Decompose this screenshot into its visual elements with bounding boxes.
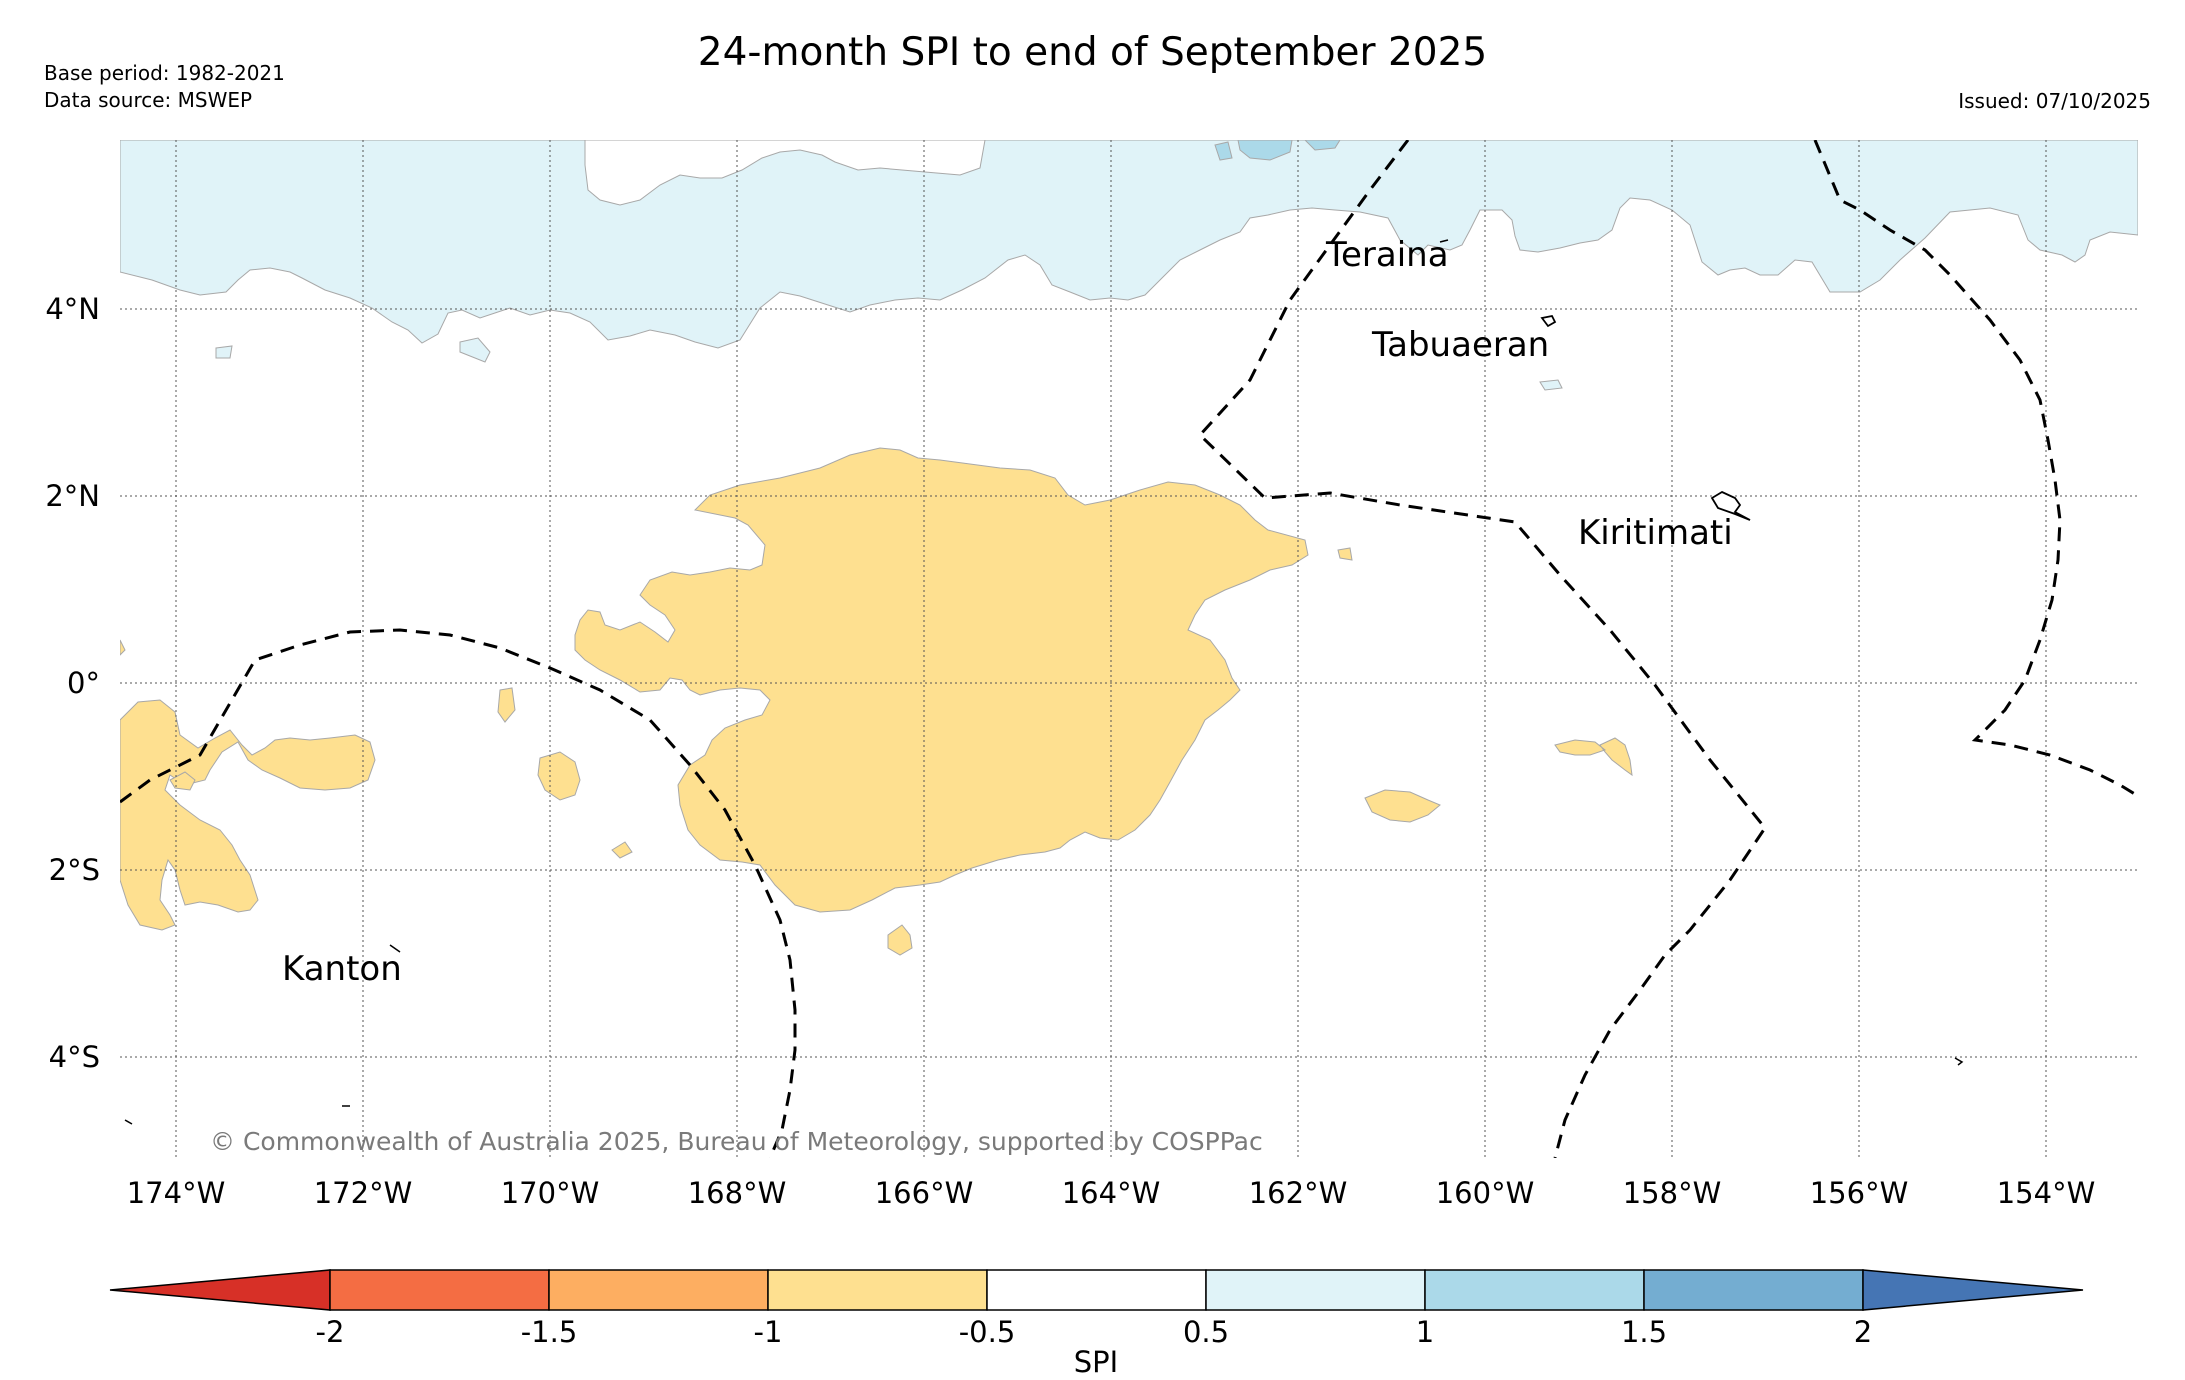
neutral-pocket [584,140,986,206]
wet-islet-2 [215,345,233,359]
lon-tick-label: 170°W [501,1176,600,1210]
colorbar-tick-label: 1 [1416,1315,1434,1349]
colorbar-title: SPI [1074,1345,1118,1379]
colorbar-segment [986,1269,1207,1311]
place-label-teraina: Teraina [1325,235,1449,275]
map-metadata: Base period: 1982-2021 Data source: MSWE… [44,60,285,114]
colorbar-tick-label: -2 [316,1315,345,1349]
dry-patch-10 [120,639,126,656]
wet-patch-2 [1214,141,1233,161]
dry-patch-9 [1554,737,1633,777]
lon-tick-label: 156°W [1810,1176,1909,1210]
lon-tick-label: 162°W [1249,1176,1348,1210]
wet-islet-3 [1539,379,1563,391]
dry-patch-6 [887,924,913,956]
atoll-1 [1954,1057,1964,1066]
colorbar-tick-label: -1.5 [521,1315,578,1349]
dry-patch-5 [611,841,633,859]
lon-tick-label: 164°W [1062,1176,1161,1210]
colorbar-tick-label: -1 [754,1315,783,1349]
colorbar-tick-label: 2 [1854,1315,1872,1349]
wet-patch-3 [1304,140,1341,151]
colorbar-tick-label: -0.5 [959,1315,1016,1349]
colorbar-tick-label: 0.5 [1183,1315,1229,1349]
dry-region-central [574,447,1309,913]
place-label-kiritimati: Kiritimati [1578,513,1733,553]
eez-boundaries [120,140,2138,1158]
dry-patch-7 [1337,547,1353,561]
colorbar-segment [767,1269,988,1311]
base-period: Base period: 1982-2021 [44,61,285,85]
colorbar: -2 -1.5 -1 -0.5 0.5 1 1.5 2 SPI [109,1269,2084,1379]
atoll-2 [124,1119,133,1125]
kiritimati-island [1710,490,1751,521]
data-source: Data source: MSWEP [44,88,253,112]
colorbar-segment [548,1269,769,1311]
colorbar-segment [329,1269,550,1311]
map-title: 24-month SPI to end of September 2025 [697,30,1488,75]
graticule [120,140,2138,1158]
teraina-island [1439,239,1449,243]
tabuaeran-island [1540,314,1557,328]
dry-patch-4 [497,687,516,723]
eez-boundary-line-north [1197,140,1767,1158]
map-plot-area: Teraina Tabuaeran Kiritimati Kanton © Co… [120,140,2138,1158]
colorbar-segment [1643,1269,1864,1311]
issued-date: Issued: 07/10/2025 [1958,89,2151,113]
eez-boundary-line-east [1813,140,2138,798]
lat-tick-label: 2°S [49,853,100,887]
place-label-tabuaeran: Tabuaeran [1371,325,1549,365]
lat-tick-label: 4°N [45,292,100,326]
lon-tick-label: 166°W [875,1176,974,1210]
lon-tick-label: 168°W [688,1176,787,1210]
kanton-island [389,944,401,953]
wet-region-north [120,140,2138,349]
lon-tick-label: 154°W [1997,1176,2096,1210]
lon-tick-label: 174°W [127,1176,226,1210]
lat-tick-label: 2°N [45,479,100,513]
colorbar-extend-low [109,1269,331,1311]
dry-region-west-1 [120,699,376,931]
lat-axis: 4°N 2°N 0° 2°S 4°S [45,292,100,1074]
place-label-kanton: Kanton [282,949,402,989]
lon-tick-label: 172°W [314,1176,413,1210]
dry-patch-3 [537,751,581,801]
lat-tick-label: 4°S [49,1040,100,1074]
lon-tick-label: 160°W [1436,1176,1535,1210]
wet-islet-1 [459,337,491,363]
colorbar-tick-label: 1.5 [1621,1315,1667,1349]
colorbar-segment [1205,1269,1426,1311]
lon-axis: 174°W 172°W 170°W 168°W 166°W 164°W 162°… [127,1176,2096,1210]
lon-tick-label: 158°W [1623,1176,1722,1210]
dry-patch-8 [1364,789,1441,823]
lat-tick-label: 0° [67,666,100,700]
colorbar-segment [1424,1269,1645,1311]
wet-patch-1 [1237,140,1293,161]
eez-boundary-phoenix [120,628,797,1158]
copyright-notice: © Commonwealth of Australia 2025, Bureau… [210,1127,1263,1156]
colorbar-extend-high [1862,1269,2084,1311]
